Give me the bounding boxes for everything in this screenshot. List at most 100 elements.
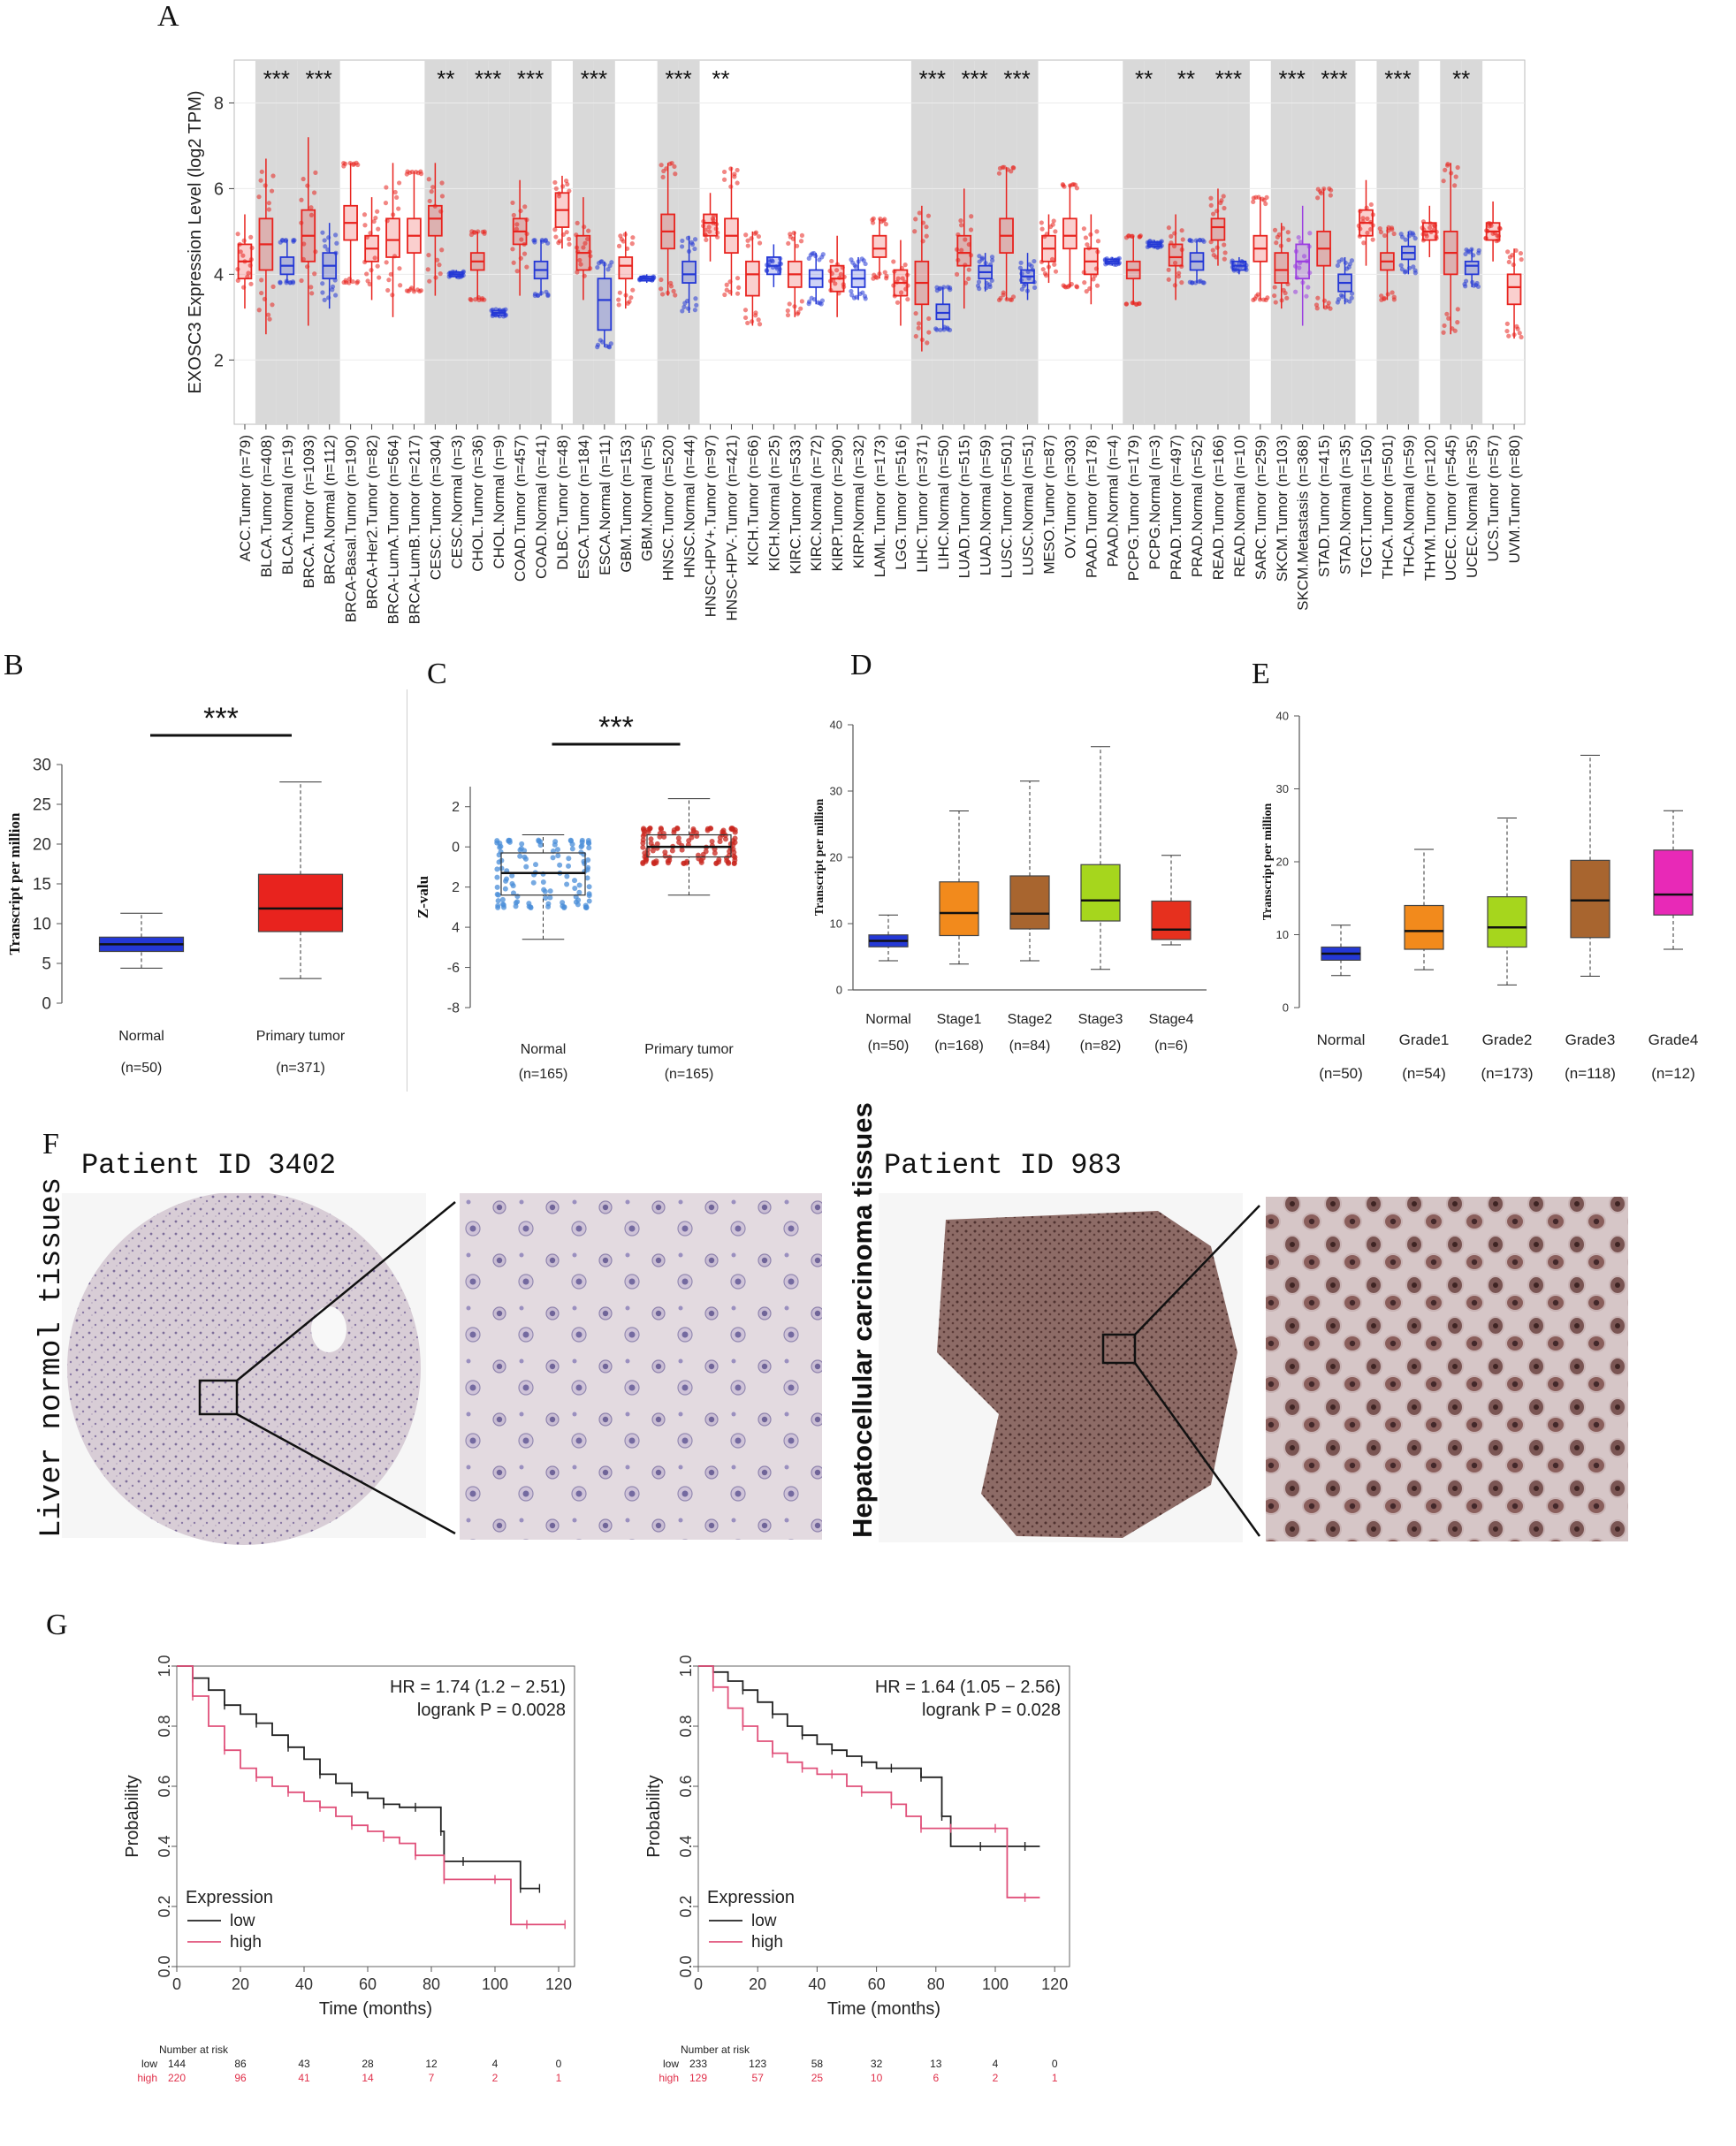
jitter-point [567,236,572,242]
jitter-point-C [713,860,720,866]
jitter-point [367,281,372,287]
jitter-point [1176,274,1182,279]
jitter-point [256,308,262,313]
jitter-point [661,168,666,174]
box-a [935,303,951,321]
jitter-point [1261,197,1267,203]
x-tick-label-a: COAD.Tumor (n=457) [512,435,529,582]
jitter-point-C [500,902,506,909]
jitter-point [913,310,918,316]
y-tick-label-D: 30 [830,784,842,797]
x-tick-label-a: HNSC-HPV+.Tumor (n=97) [703,435,720,617]
jitter-point-C [526,903,532,909]
significance-mark-a: ** [437,65,454,92]
jitter-point-C [586,845,592,851]
jitter-point [1349,295,1354,301]
jitter-point [552,227,558,232]
jitter-point [682,301,688,306]
x-tick-label-a: BRCA-LumB.Tumor (n=217) [406,435,423,624]
jitter-point [849,288,854,294]
jitter-point [266,201,271,206]
jitter-point [343,161,348,166]
jitter-point [883,222,888,227]
jitter-point [1137,234,1142,240]
jitter-point-C [586,884,592,890]
jitter-point [553,186,559,191]
jitter-point [680,238,685,244]
x-tick-label-G2: 0 [694,1975,703,1993]
jitter-point [1091,277,1096,282]
jitter-point-C [552,841,558,848]
plot-frame-G1 [176,1665,575,1967]
jitter-point [514,269,520,274]
jitter-point [270,302,275,308]
jitter-point [722,292,727,298]
x-tick-label-a: LUSC.Normal (n=51) [1020,435,1037,575]
box-B [257,873,344,932]
jitter-point [947,327,953,332]
risk-value-high: 7 [429,2072,435,2084]
jitter-point [1307,231,1313,236]
y-tick-label-G1: 0.4 [156,1835,173,1857]
jitter-point [895,276,901,281]
jitter-point-C [494,866,500,872]
jitter-point [524,264,529,270]
jitter-point [375,209,380,214]
jitter-point [673,171,678,177]
jitter-point [1321,298,1328,303]
ihc-left-zoom [460,1193,822,1540]
jitter-point [1070,182,1075,187]
jitter-point [925,213,932,218]
jitter-point-C [494,874,500,880]
x-tick-label-G1: 20 [232,1975,249,1993]
x-tick-label-G1: 40 [295,1975,313,1993]
significance-mark-a: *** [475,65,501,92]
jitter-point-C [724,857,730,864]
x-tick-label-a: KICH.Tumor (n=66) [744,435,761,566]
jitter-point [1123,301,1130,307]
jitter-point [884,276,889,281]
jitter-point-C [648,840,654,846]
group-label-E: Grade3 [1565,1031,1616,1048]
jitter-point [745,238,750,243]
jitter-point [1390,227,1395,232]
significance-mark-a: *** [1384,65,1411,92]
jitter-point [1047,224,1054,230]
jitter-point [1343,260,1348,265]
x-tick-label-a: OV.Tumor (n=303) [1062,435,1078,559]
jitter-point [724,282,729,287]
jitter-point [284,280,289,285]
jitter-point-C [657,833,663,840]
significance-mark-a: *** [665,65,691,92]
y-tick-label-D: 20 [830,850,842,864]
jitter-point [392,189,398,195]
x-tick-label-G2: 40 [808,1975,826,1993]
risk-value-low: 0 [556,2058,562,2070]
jitter-point [305,183,310,188]
jitter-point [1441,330,1446,335]
jitter-point [435,257,440,263]
jitter-point [1326,301,1331,306]
jitter-point-C [545,901,552,907]
box-a [1274,252,1290,284]
jitter-point [607,263,613,269]
jitter-point [556,240,561,246]
jitter-point [256,194,262,200]
jitter-point [596,261,602,266]
jitter-point [266,207,271,212]
legend-label-low: low [751,1912,777,1930]
jitter-point [1399,267,1405,272]
jitter-point [912,229,917,234]
jitter-point [386,278,392,283]
x-axis-label-G1: Time (months) [319,1999,432,2019]
jitter-point [742,315,749,321]
jitter-point [1339,257,1344,263]
y-tick-label-E: 40 [1276,709,1289,722]
jitter-point [1283,290,1288,296]
jitter-point [519,237,524,242]
y-tick-label-D: 40 [830,718,842,731]
jitter-point [798,239,804,244]
group-n-E: (n=12) [1651,1065,1695,1082]
x-tick-label-a: GBM.Normal (n=5) [639,435,656,561]
jitter-point [692,308,697,313]
